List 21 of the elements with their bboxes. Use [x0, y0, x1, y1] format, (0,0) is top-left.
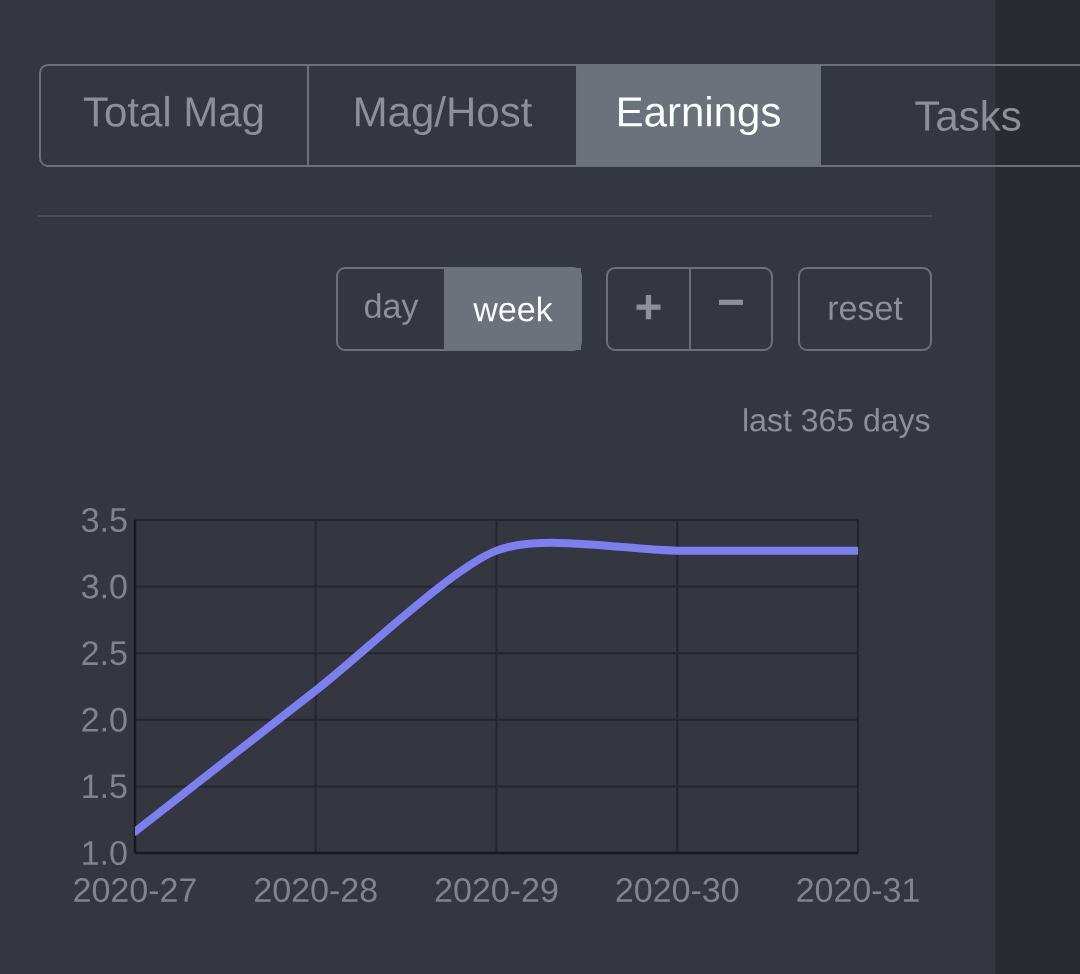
x-tick-label: 2020-27	[74, 878, 196, 903]
x-tick-label: 2020-30	[616, 878, 739, 903]
text: −	[719, 299, 744, 305]
text: day	[365, 293, 419, 325]
text: last 365 days	[744, 408, 930, 438]
y-tick-label: 2.0	[82, 707, 127, 732]
text: +	[636, 294, 661, 320]
y-tick-label: 1.0	[83, 840, 127, 866]
x-tick-label: 2020-31	[797, 878, 919, 903]
y-tick-label: 2.5	[82, 641, 127, 666]
text: reset	[829, 297, 903, 321]
y-tick-label: 3.0	[81, 574, 127, 599]
text: week	[473, 296, 553, 322]
x-tick-label: 2020-28	[255, 878, 377, 903]
text: Earnings	[619, 95, 780, 136]
x-tick-label: 2020-29	[435, 878, 558, 903]
text: Total Mag	[83, 95, 263, 136]
text: Tasks	[915, 100, 1021, 131]
y-tick-label: 3.5	[81, 507, 127, 533]
y-tick-label: 1.5	[83, 774, 127, 799]
text: Mag/Host	[356, 95, 533, 136]
